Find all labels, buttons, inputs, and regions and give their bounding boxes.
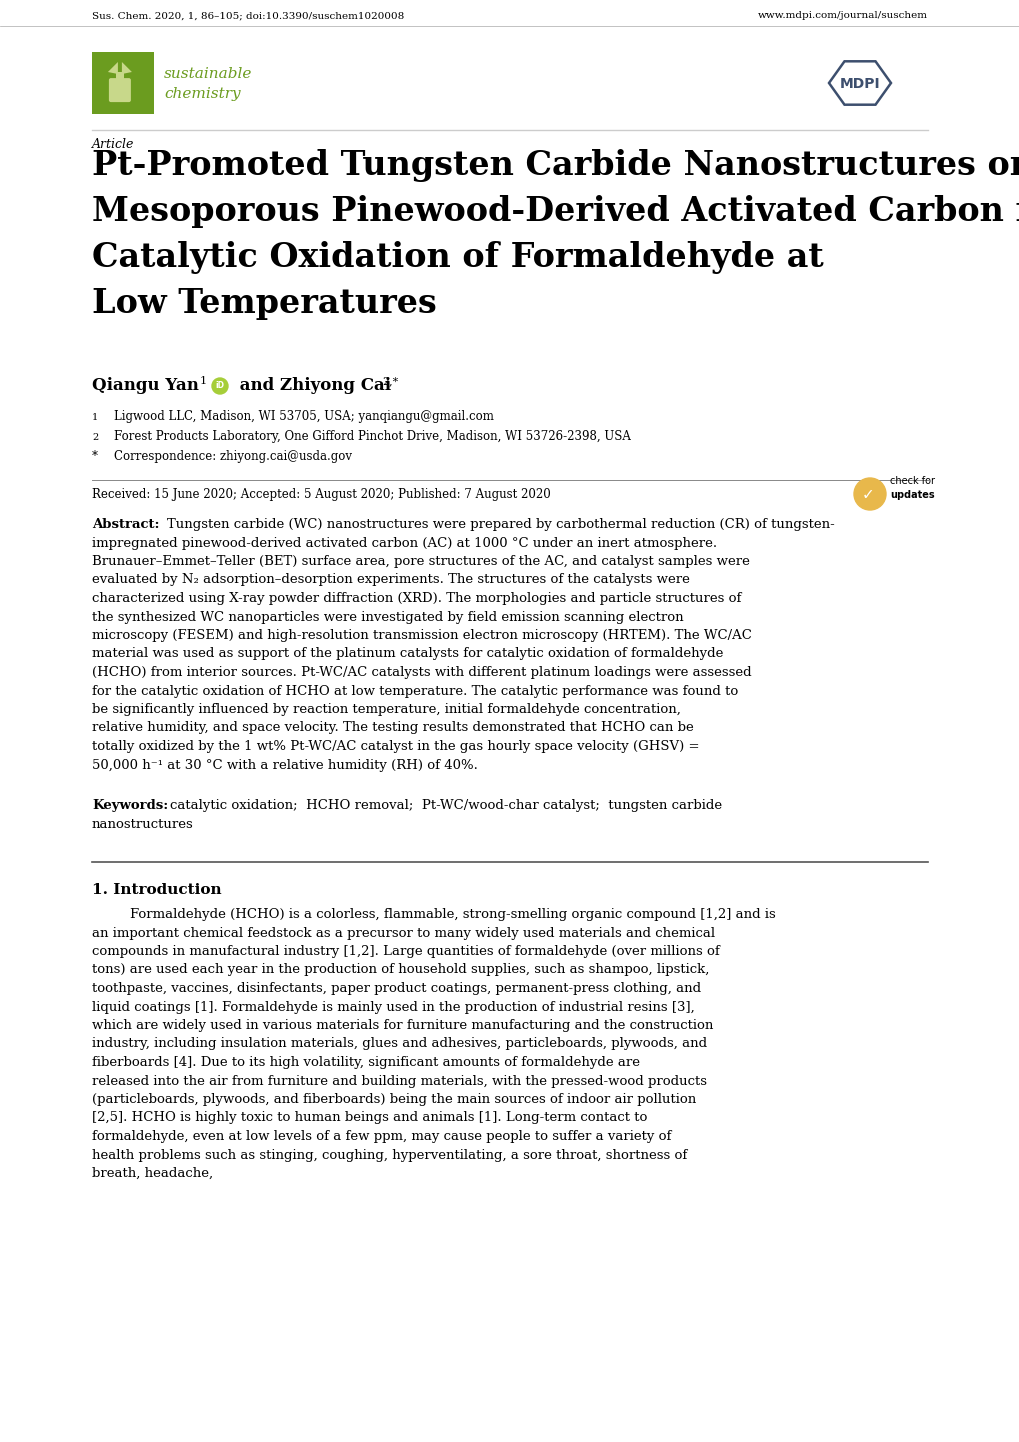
Text: impregnated pinewood-derived activated carbon (AC) at 1000 °C under an inert atm: impregnated pinewood-derived activated c… [92,536,716,549]
FancyBboxPatch shape [92,52,154,114]
Polygon shape [108,62,118,74]
Text: 1. Introduction: 1. Introduction [92,883,221,897]
Text: breath, headache,: breath, headache, [92,1167,213,1180]
Text: microscopy (FESEM) and high-resolution transmission electron microscopy (HRTEM).: microscopy (FESEM) and high-resolution t… [92,629,751,642]
Text: be significantly influenced by reaction temperature, initial formaldehyde concen: be significantly influenced by reaction … [92,704,681,717]
Text: catalytic oxidation;  HCHO removal;  Pt-WC/wood-char catalyst;  tungsten carbide: catalytic oxidation; HCHO removal; Pt-WC… [170,799,721,812]
Text: Keywords:: Keywords: [92,799,168,812]
Text: and Zhiyong Cai: and Zhiyong Cai [233,376,396,394]
Text: Tungsten carbide (WC) nanostructures were prepared by carbothermal reduction (CR: Tungsten carbide (WC) nanostructures wer… [167,518,834,531]
Text: sustainable: sustainable [164,66,252,81]
Text: MDPI: MDPI [839,78,879,91]
Text: chemistry: chemistry [164,87,240,101]
Text: *: * [92,450,98,463]
Text: Low Temperatures: Low Temperatures [92,287,436,320]
Text: [2,5]. HCHO is highly toxic to human beings and animals [1]. Long-term contact t: [2,5]. HCHO is highly toxic to human bei… [92,1112,647,1125]
Text: toothpaste, vaccines, disinfectants, paper product coatings, permanent-press clo: toothpaste, vaccines, disinfectants, pap… [92,982,700,995]
Text: ✓: ✓ [861,487,873,502]
Text: an important chemical feedstock as a precursor to many widely used materials and: an important chemical feedstock as a pre… [92,927,714,940]
Text: 1: 1 [200,376,207,386]
Text: released into the air from furniture and building materials, with the pressed-wo: released into the air from furniture and… [92,1074,706,1087]
Text: the synthesized WC nanoparticles were investigated by field emission scanning el: the synthesized WC nanoparticles were in… [92,610,683,623]
Text: tons) are used each year in the production of household supplies, such as shampo: tons) are used each year in the producti… [92,963,708,976]
Text: Catalytic Oxidation of Formaldehyde at: Catalytic Oxidation of Formaldehyde at [92,241,823,274]
Text: industry, including insulation materials, glues and adhesives, particleboards, p: industry, including insulation materials… [92,1037,706,1051]
Text: for the catalytic oxidation of HCHO at low temperature. The catalytic performanc: for the catalytic oxidation of HCHO at l… [92,685,738,698]
Text: Brunauer–Emmet–Teller (BET) surface area, pore structures of the AC, and catalys: Brunauer–Emmet–Teller (BET) surface area… [92,555,749,568]
Text: Correspondence: zhiyong.cai@usda.gov: Correspondence: zhiyong.cai@usda.gov [114,450,352,463]
Text: totally oxidized by the 1 wt% Pt-WC/AC catalyst in the gas hourly space velocity: totally oxidized by the 1 wt% Pt-WC/AC c… [92,740,699,753]
Text: material was used as support of the platinum catalysts for catalytic oxidation o: material was used as support of the plat… [92,647,722,660]
Text: Sus. Chem. 2020, 1, 86–105; doi:10.3390/suschem1020008: Sus. Chem. 2020, 1, 86–105; doi:10.3390/… [92,12,404,20]
Text: fiberboards [4]. Due to its high volatility, significant amounts of formaldehyde: fiberboards [4]. Due to its high volatil… [92,1056,639,1069]
Text: updates: updates [890,490,933,500]
Text: Abstract:: Abstract: [92,518,159,531]
Text: check for: check for [890,476,934,486]
Text: (HCHO) from interior sources. Pt-WC/AC catalysts with different platinum loading: (HCHO) from interior sources. Pt-WC/AC c… [92,666,751,679]
Text: Qiangu Yan: Qiangu Yan [92,376,205,394]
Text: evaluated by N₂ adsorption–desorption experiments. The structures of the catalys: evaluated by N₂ adsorption–desorption ex… [92,574,689,587]
Polygon shape [122,62,131,74]
Text: relative humidity, and space velocity. The testing results demonstrated that HCH: relative humidity, and space velocity. T… [92,721,693,734]
Text: health problems such as stinging, coughing, hyperventilating, a sore throat, sho: health problems such as stinging, coughi… [92,1148,687,1161]
Text: Received: 15 June 2020; Accepted: 5 August 2020; Published: 7 August 2020: Received: 15 June 2020; Accepted: 5 Augu… [92,487,550,500]
Text: 1: 1 [92,412,98,423]
Text: Ligwood LLC, Madison, WI 53705, USA; yanqiangu@gmail.com: Ligwood LLC, Madison, WI 53705, USA; yan… [114,410,493,423]
Text: which are widely used in various materials for furniture manufacturing and the c: which are widely used in various materia… [92,1019,712,1032]
Text: Formaldehyde (HCHO) is a colorless, flammable, strong-smelling organic compound : Formaldehyde (HCHO) is a colorless, flam… [129,908,775,921]
Text: nanostructures: nanostructures [92,818,194,831]
Circle shape [212,378,228,394]
Text: (particleboards, plywoods, and fiberboards) being the main sources of indoor air: (particleboards, plywoods, and fiberboar… [92,1093,696,1106]
Text: characterized using X-ray powder diffraction (XRD). The morphologies and particl: characterized using X-ray powder diffrac… [92,593,741,606]
Text: Article: Article [92,138,135,151]
Text: Pt-Promoted Tungsten Carbide Nanostructures on: Pt-Promoted Tungsten Carbide Nanostructu… [92,149,1019,182]
Text: 50,000 h⁻¹ at 30 °C with a relative humidity (RH) of 40%.: 50,000 h⁻¹ at 30 °C with a relative humi… [92,758,478,771]
Text: 2: 2 [92,433,98,443]
Text: liquid coatings [1]. Formaldehyde is mainly used in the production of industrial: liquid coatings [1]. Formaldehyde is mai… [92,1001,694,1014]
Text: formaldehyde, even at low levels of a few ppm, may cause people to suffer a vari: formaldehyde, even at low levels of a fe… [92,1131,671,1144]
Text: Mesoporous Pinewood-Derived Activated Carbon for: Mesoporous Pinewood-Derived Activated Ca… [92,195,1019,228]
Text: Forest Products Laboratory, One Gifford Pinchot Drive, Madison, WI 53726-2398, U: Forest Products Laboratory, One Gifford … [114,430,631,443]
Text: compounds in manufactural industry [1,2]. Large quantities of formaldehyde (over: compounds in manufactural industry [1,2]… [92,945,719,957]
Circle shape [853,477,886,510]
FancyBboxPatch shape [109,78,130,102]
Text: 2,*: 2,* [382,376,397,386]
FancyBboxPatch shape [116,72,123,81]
Text: www.mdpi.com/journal/suschem: www.mdpi.com/journal/suschem [757,12,927,20]
Text: iD: iD [215,382,224,391]
